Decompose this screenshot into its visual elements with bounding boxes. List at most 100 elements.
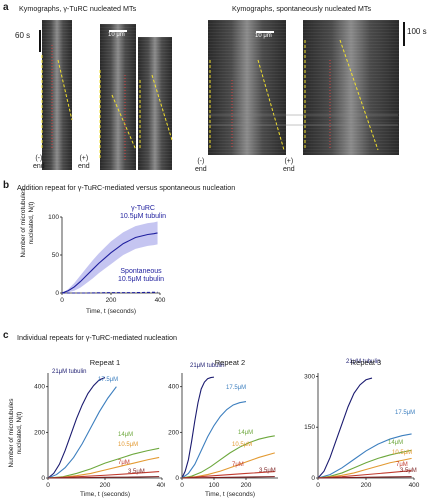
chart-title: Repeat 3: [351, 358, 381, 367]
series-label-5: 3.5μM: [400, 468, 417, 474]
y-tick-label: 150: [304, 424, 315, 431]
series-label-2: 14μM: [118, 432, 133, 438]
scale-bar-right-label: 10 μm: [255, 33, 272, 39]
panel-c-title: Individual repeats for γ-TuRC-mediated n…: [17, 333, 177, 342]
series-label-0: 21μM tubulin: [346, 359, 380, 365]
end-label-3-word: end: [195, 166, 207, 173]
x-tick-label: 200: [241, 482, 252, 489]
end-label-4-word: end: [283, 166, 295, 173]
series-line-1: [181, 400, 247, 479]
series-line-4: [47, 471, 160, 479]
x-tick-label: 0: [316, 482, 320, 489]
kymograph-overlays: [41, 39, 398, 160]
x-tick-label: 0: [180, 482, 184, 489]
series-band: [62, 221, 158, 293]
panel-a-title-left: Kymographs, γ-TuRC nucleated MTs: [19, 4, 137, 13]
series-label-4: 7μM: [396, 462, 408, 468]
x-tick-label: 400: [409, 482, 420, 489]
series-label-1: 17.5μM: [395, 410, 415, 416]
series-line-5: [181, 476, 275, 479]
series-line-2: [47, 447, 160, 479]
end-label-1-word: end: [33, 163, 45, 170]
x-axis-label: Time, t (seconds): [80, 491, 130, 498]
time-scale-bar-left: [39, 30, 41, 52]
x-tick-label: 0: [60, 297, 64, 304]
series-line-5: [47, 476, 160, 479]
x-tick-label: 400: [155, 297, 166, 304]
y-tick-label: 0: [41, 475, 45, 482]
time-scale-left: 60 s: [15, 31, 31, 40]
kymograph-spont-2: [303, 20, 399, 155]
series-line-5: [317, 476, 412, 479]
x-axis-label: Time, t (seconds): [86, 308, 136, 315]
panel-b-title: Addition repeat for γ-TuRC-mediated vers…: [17, 183, 236, 192]
panel-c-letter: c: [3, 330, 9, 341]
series-line-1: [317, 433, 412, 479]
scale-bar-right: [256, 31, 274, 33]
annot-spont-1: Spontaneous: [120, 268, 162, 275]
series-line-1: [47, 386, 117, 479]
series-line-0: [317, 377, 373, 479]
series-line-4: [317, 470, 412, 479]
kymograph-turc-2: 10 μm: [100, 24, 136, 170]
y-tick-label: 400: [168, 384, 179, 391]
end-label-3-sym: (-): [197, 158, 205, 165]
y-tick-label: 100: [48, 214, 59, 221]
annot-spont: Spontaneous 10.5μM tubulin: [118, 268, 164, 284]
annot-turc: γ-TuRC 10.5μM tubulin: [120, 205, 166, 221]
series-line-3: [317, 457, 412, 479]
series-line-4: [181, 471, 275, 479]
series-label-1: 17.5μM: [226, 385, 246, 391]
end-label-1-sym: (-): [35, 155, 43, 162]
chart-b: 0 50 100 0 200 400 Time, t (seconds): [48, 214, 166, 315]
y-tick-label: 0: [55, 290, 59, 297]
end-label-2-word: end: [78, 163, 90, 170]
panel-c-ylabel-1: Number of microtubules: [8, 398, 15, 468]
panel-a-letter: a: [3, 2, 9, 13]
end-label-3: (-) end: [195, 158, 207, 174]
series-label-3: 10.5μM: [118, 442, 138, 448]
chart-c-repeat-3: 0 150 300 0 200 400 21μM tubulin 17.5μM 14μM 10.5…: [304, 358, 420, 489]
chart-c-repeat-1: 0 200 400 0 200 400 21μM tubulin 17.5μM 14μM 10.5…: [34, 358, 165, 498]
y-tick-label: 300: [304, 373, 315, 380]
series-line-0: [47, 377, 106, 479]
series-label-2: 14μM: [238, 430, 253, 436]
series-line-0: [61, 232, 158, 294]
end-label-4-sym: (+): [284, 158, 294, 165]
x-axis-label: Time, t (seconds): [205, 491, 255, 498]
series-label-4: 7μM: [118, 460, 130, 466]
series-label-5: 3.5μM: [128, 469, 145, 475]
end-label-2-sym: (+): [79, 155, 89, 162]
y-tick-label: 400: [34, 384, 45, 391]
x-tick-label: 100: [209, 482, 220, 489]
x-tick-label: 200: [106, 297, 117, 304]
kymograph-spont-1: 10 μm: [208, 20, 286, 155]
chart-title: Repeat 1: [90, 358, 120, 367]
series-label-0: 21μM tubulin: [52, 369, 86, 375]
kymograph-turc-1: [42, 20, 72, 170]
x-tick-label: 0: [46, 482, 50, 489]
series-line-2: [181, 435, 275, 479]
end-label-2: (+) end: [78, 155, 90, 171]
panel-a-title-right: Kymographs, spontaneously nucleated MTs: [232, 4, 372, 13]
chart-c-repeat-2: 0 200 400 0 100 200 21μM tubulin 17.5μM 14μM 10.5…: [168, 358, 278, 498]
annot-spont-2: 10.5μM tubulin: [118, 276, 165, 283]
scale-bar-left: [109, 30, 127, 32]
series-label-2: 14μM: [388, 440, 403, 446]
series-label-0: 21μM tubulin: [190, 363, 224, 369]
kymograph-turc-3: [138, 37, 172, 170]
chart-title: Repeat 2: [215, 358, 245, 367]
series-label-4: 7μM: [232, 462, 244, 468]
end-label-1: (-) end: [33, 155, 45, 171]
series-label-1: 17.5μM: [98, 377, 118, 383]
y-tick-label: 200: [168, 429, 179, 436]
y-tick-label: 50: [52, 252, 60, 259]
x-tick-label: 200: [361, 482, 372, 489]
time-scale-bar-right: [403, 22, 405, 46]
y-tick-label: 200: [34, 429, 45, 436]
series-line-1: [62, 291, 158, 294]
y-tick-label: 0: [175, 475, 179, 482]
scale-bar-left-label: 10 μm: [108, 32, 125, 38]
annot-turc-2: 10.5μM tubulin: [120, 213, 167, 220]
series-label-3: 10.5μM: [232, 442, 252, 448]
